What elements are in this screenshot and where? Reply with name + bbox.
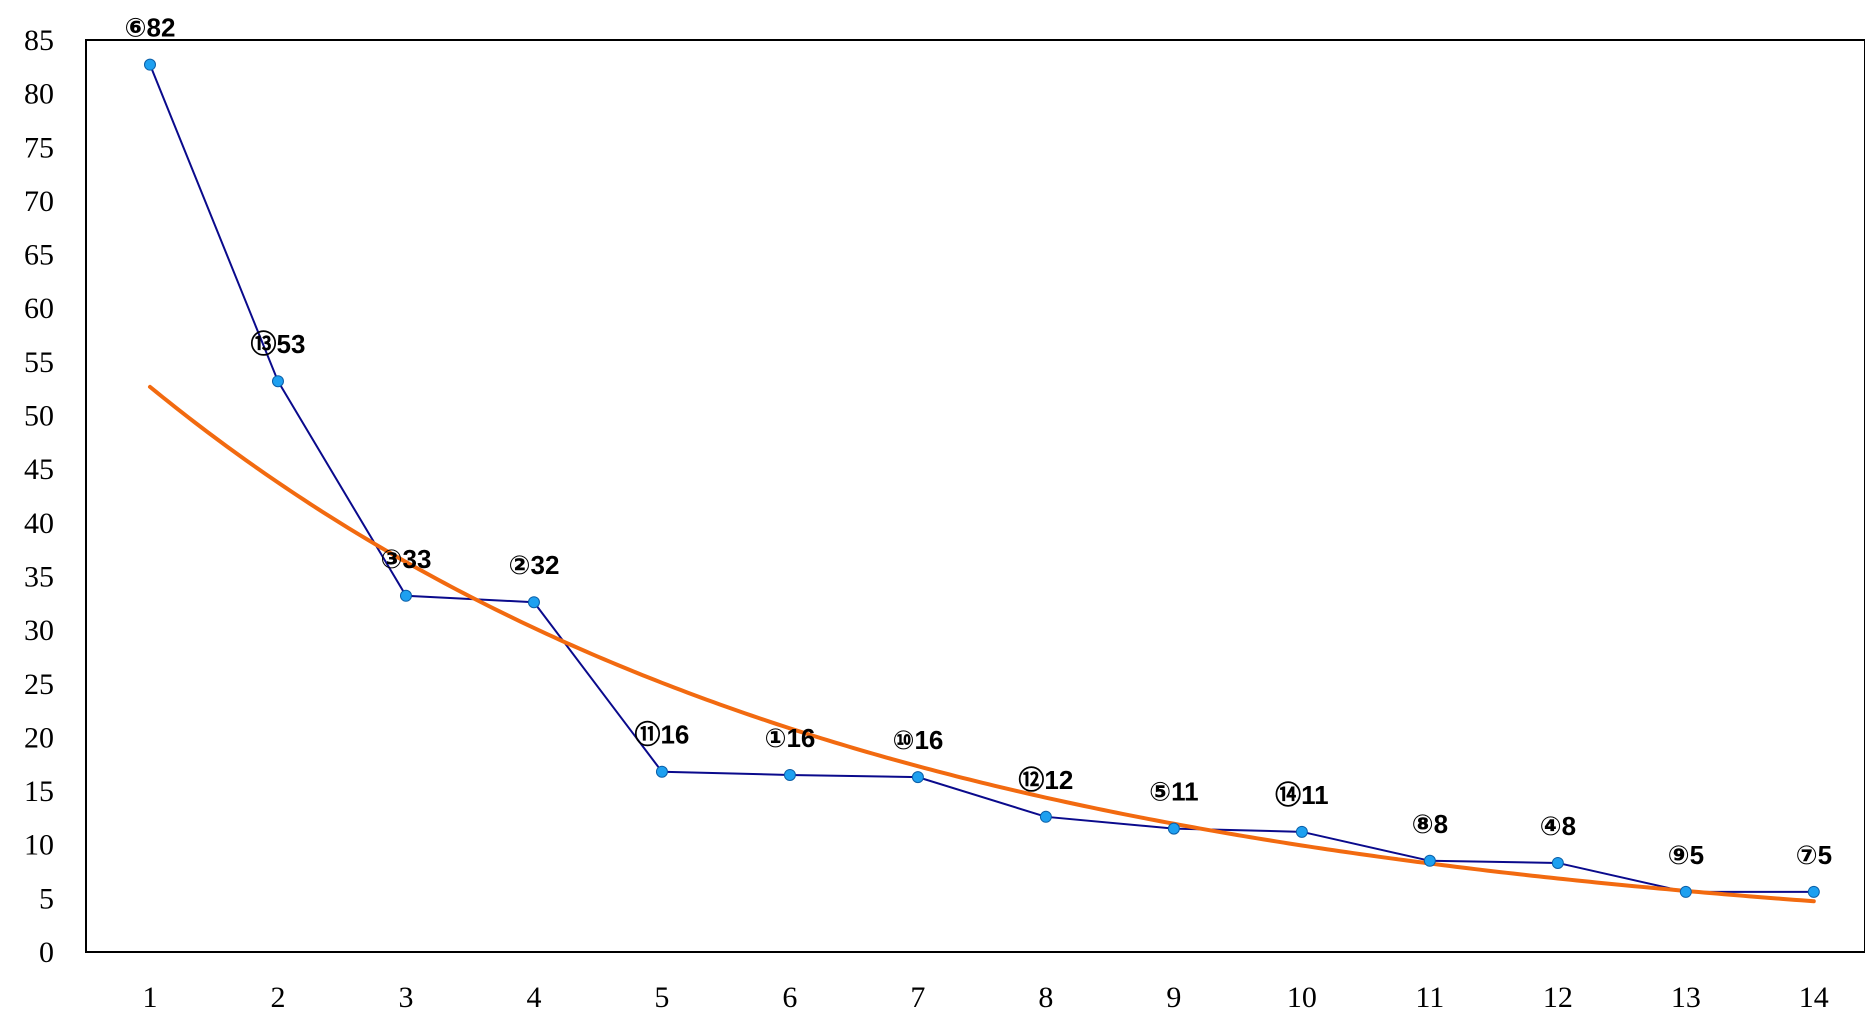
x-tick-label: 1: [142, 981, 157, 1014]
data-label: ⑥82: [125, 13, 176, 43]
data-label: ⑤11: [1149, 777, 1199, 807]
y-tick-label: 45: [24, 453, 54, 486]
data-point: [1039, 810, 1052, 823]
data-label: ⑨5: [1668, 840, 1704, 870]
y-tick-label: 20: [24, 721, 54, 754]
data-point: [527, 596, 540, 609]
y-tick-label: 25: [24, 668, 54, 701]
x-tick-label: 12: [1543, 981, 1573, 1014]
y-tick-label: 60: [24, 292, 54, 325]
x-tick-label: 5: [654, 981, 669, 1014]
y-tick-label: 30: [24, 614, 54, 647]
x-tick-label: 14: [1799, 981, 1829, 1014]
data-point: [1423, 854, 1436, 867]
data-point: [143, 58, 156, 71]
x-tick-label: 8: [1038, 981, 1053, 1014]
series-line: [149, 64, 1814, 893]
data-label: ④8: [1540, 811, 1576, 841]
y-tick-label: 10: [24, 829, 54, 862]
data-point: [1807, 885, 1820, 898]
data-label: ⑪16: [634, 720, 689, 750]
data-label: ⑦5: [1796, 840, 1832, 870]
y-tick-label: 70: [24, 185, 54, 218]
data-label: ⑫12: [1018, 765, 1073, 795]
y-tick-label: 80: [24, 78, 54, 111]
data-point: [1679, 885, 1692, 898]
data-point: [399, 589, 412, 602]
y-tick-label: 55: [24, 346, 54, 379]
data-label: ③33: [380, 544, 431, 574]
data-point: [1167, 822, 1180, 835]
data-point: [1295, 825, 1308, 838]
y-axis: 0 5 10 15 20 25 30 35 40 45 50 55 60 65 70 75 80 85: [24, 24, 54, 969]
x-axis: 1 2 3 4 5 6 7 8 9 10 11 12 13 14: [142, 981, 1828, 1014]
y-tick-label: 85: [24, 24, 54, 57]
data-point: [271, 375, 284, 388]
data-label: ⑭11: [1275, 780, 1329, 810]
y-tick-label: 40: [24, 507, 54, 540]
y-tick-label: 75: [24, 131, 54, 164]
plot-area-frame: [85, 39, 1865, 953]
x-tick-label: 2: [270, 981, 285, 1014]
data-point: [655, 765, 668, 778]
data-point: [783, 768, 796, 781]
y-tick-label: 0: [39, 936, 54, 969]
data-label: ①16: [764, 723, 815, 753]
x-tick-label: 4: [526, 981, 541, 1014]
data-point: [1551, 856, 1564, 869]
data-label: ⑬53: [251, 329, 306, 359]
data-point: [911, 771, 924, 784]
x-tick-label: 10: [1287, 981, 1317, 1014]
y-tick-label: 65: [24, 239, 54, 272]
y-tick-label: 50: [24, 400, 54, 433]
x-tick-label: 6: [782, 981, 797, 1014]
data-label: ⑩16: [892, 725, 943, 755]
x-tick-label: 11: [1415, 981, 1444, 1014]
trendline: [147, 384, 1816, 904]
x-tick-label: 13: [1671, 981, 1701, 1014]
data-labels: ⑥82 ⑬53 ③33 ②32 ⑪16 ①16 ⑩16 ⑫12 ⑤11 ⑭11 ⑧8 ④8 ⑨5 ⑦5: [125, 13, 1833, 870]
x-tick-label: 3: [398, 981, 413, 1014]
series-layer: [143, 58, 1820, 904]
data-label: ⑧8: [1412, 809, 1448, 839]
y-tick-label: 35: [24, 560, 54, 593]
x-tick-label: 9: [1166, 981, 1181, 1014]
y-tick-label: 15: [24, 775, 54, 808]
x-tick-label: 7: [910, 981, 925, 1014]
data-label: ②32: [508, 550, 559, 580]
y-tick-label: 5: [39, 882, 54, 915]
